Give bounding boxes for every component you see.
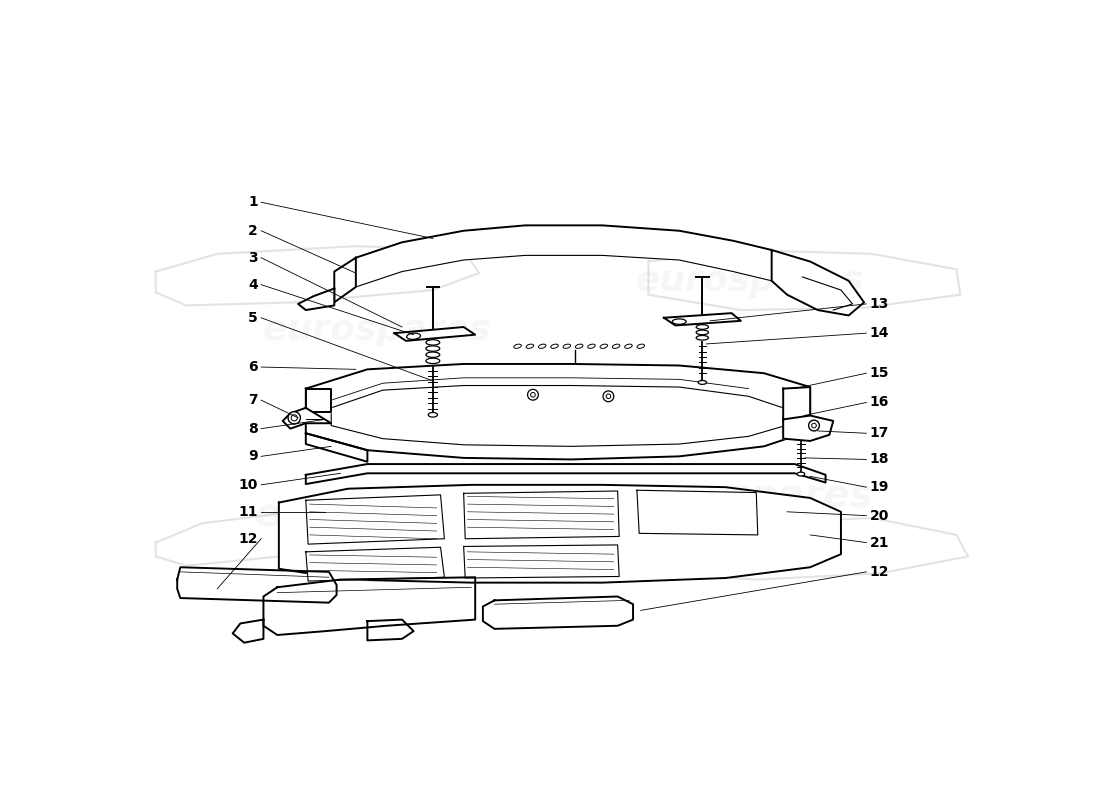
Ellipse shape bbox=[696, 330, 708, 334]
Polygon shape bbox=[177, 567, 337, 602]
Text: 12: 12 bbox=[239, 532, 258, 546]
Ellipse shape bbox=[407, 333, 420, 339]
Text: 15: 15 bbox=[869, 366, 889, 380]
Circle shape bbox=[603, 391, 614, 402]
Ellipse shape bbox=[625, 344, 632, 348]
Polygon shape bbox=[464, 491, 619, 538]
Circle shape bbox=[530, 393, 536, 397]
Text: 3: 3 bbox=[249, 250, 258, 265]
Text: 5: 5 bbox=[249, 310, 258, 325]
Polygon shape bbox=[233, 619, 264, 642]
Text: 4: 4 bbox=[249, 278, 258, 292]
Ellipse shape bbox=[696, 325, 708, 330]
Polygon shape bbox=[334, 258, 356, 302]
Polygon shape bbox=[306, 464, 825, 484]
Polygon shape bbox=[772, 250, 865, 315]
Text: 16: 16 bbox=[869, 395, 889, 410]
Ellipse shape bbox=[696, 335, 708, 340]
Ellipse shape bbox=[587, 344, 595, 348]
Ellipse shape bbox=[798, 472, 805, 476]
Polygon shape bbox=[306, 547, 444, 581]
Text: eurospares: eurospares bbox=[254, 496, 500, 534]
Ellipse shape bbox=[426, 346, 440, 351]
Ellipse shape bbox=[526, 344, 534, 348]
Text: 7: 7 bbox=[249, 393, 258, 407]
Text: 8: 8 bbox=[249, 422, 258, 436]
Text: 20: 20 bbox=[869, 509, 889, 522]
Polygon shape bbox=[306, 434, 367, 462]
Text: 1: 1 bbox=[249, 195, 258, 210]
Circle shape bbox=[808, 420, 820, 431]
Ellipse shape bbox=[551, 344, 559, 348]
Text: 21: 21 bbox=[869, 536, 889, 550]
Text: 19: 19 bbox=[869, 480, 889, 494]
Polygon shape bbox=[306, 389, 331, 412]
Polygon shape bbox=[298, 289, 334, 310]
Ellipse shape bbox=[600, 344, 607, 348]
Ellipse shape bbox=[575, 344, 583, 348]
Text: 12: 12 bbox=[869, 565, 889, 579]
Text: 9: 9 bbox=[249, 450, 258, 463]
Circle shape bbox=[606, 394, 610, 398]
Ellipse shape bbox=[538, 344, 546, 348]
Text: 6: 6 bbox=[249, 360, 258, 374]
Text: eurospares: eurospares bbox=[636, 264, 865, 298]
Ellipse shape bbox=[672, 319, 686, 324]
Circle shape bbox=[292, 414, 297, 421]
Polygon shape bbox=[464, 545, 619, 578]
Polygon shape bbox=[264, 578, 475, 635]
Ellipse shape bbox=[698, 381, 706, 384]
Ellipse shape bbox=[613, 344, 620, 348]
Ellipse shape bbox=[426, 352, 440, 358]
Polygon shape bbox=[783, 415, 834, 441]
Polygon shape bbox=[283, 408, 331, 429]
Ellipse shape bbox=[637, 344, 645, 348]
Circle shape bbox=[288, 412, 300, 424]
Ellipse shape bbox=[514, 344, 521, 348]
Text: 18: 18 bbox=[869, 453, 889, 466]
Polygon shape bbox=[783, 387, 810, 434]
Text: 2: 2 bbox=[249, 224, 258, 238]
Circle shape bbox=[812, 423, 816, 428]
Ellipse shape bbox=[426, 358, 440, 363]
Polygon shape bbox=[483, 597, 634, 629]
Text: eurospares: eurospares bbox=[627, 478, 873, 515]
Text: 14: 14 bbox=[869, 326, 889, 340]
Polygon shape bbox=[637, 490, 758, 535]
Ellipse shape bbox=[428, 413, 438, 417]
Ellipse shape bbox=[426, 340, 440, 345]
Circle shape bbox=[528, 390, 538, 400]
Polygon shape bbox=[306, 364, 810, 459]
Polygon shape bbox=[367, 619, 414, 640]
Polygon shape bbox=[279, 485, 842, 582]
Text: 11: 11 bbox=[239, 505, 258, 519]
Text: eurospares: eurospares bbox=[263, 313, 492, 347]
Polygon shape bbox=[395, 327, 475, 341]
Polygon shape bbox=[356, 226, 772, 287]
Text: 13: 13 bbox=[869, 297, 889, 311]
Polygon shape bbox=[306, 495, 444, 544]
Text: 17: 17 bbox=[869, 426, 889, 440]
Polygon shape bbox=[664, 313, 741, 326]
Text: 10: 10 bbox=[239, 478, 258, 492]
Ellipse shape bbox=[563, 344, 571, 348]
